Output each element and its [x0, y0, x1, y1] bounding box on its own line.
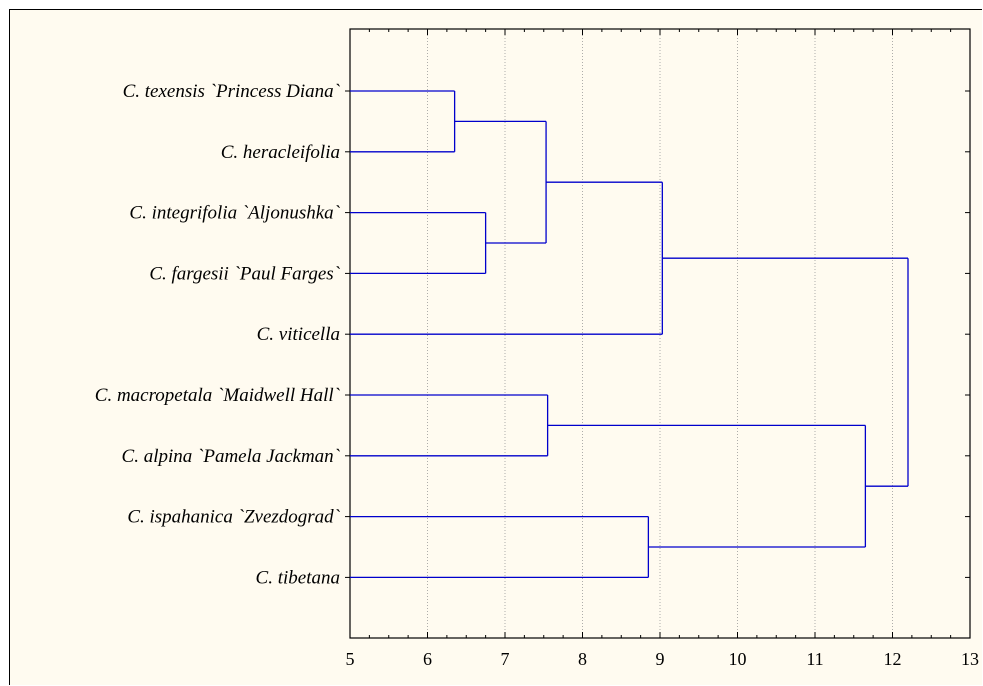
x-tick-label: 11: [806, 649, 823, 669]
x-tick-label: 6: [423, 649, 432, 669]
leaf-label: C. viticella: [257, 324, 340, 345]
x-tick-label: 12: [884, 649, 902, 669]
leaf-label: C. texensis `Princess Diana`: [123, 81, 341, 102]
x-tick-label: 5: [346, 649, 355, 669]
x-tick-label: 7: [501, 649, 510, 669]
leaf-label: C. ispahanica `Zvezdograd`: [127, 507, 340, 528]
x-tick-label: 10: [729, 649, 747, 669]
leaf-label: C. tibetana: [256, 567, 340, 588]
leaf-label: C. alpina `Pamela Jackman`: [122, 446, 341, 467]
leaf-label: C. macropetala `Maidwell Hall`: [95, 385, 341, 406]
x-tick-label: 8: [578, 649, 587, 669]
leaf-label: C. integrifolia `Aljonushka`: [129, 203, 340, 224]
x-tick-label: 13: [961, 649, 979, 669]
x-tick-label: 9: [656, 649, 665, 669]
leaf-label: C. heracleifolia: [221, 142, 340, 163]
leaf-label: C. fargesii `Paul Farges`: [149, 263, 340, 284]
